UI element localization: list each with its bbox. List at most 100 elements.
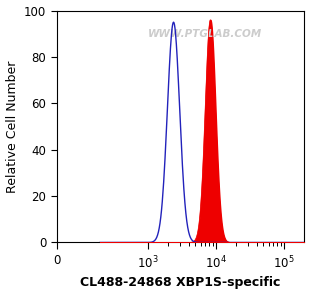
- Point: [294, 240, 299, 245]
- Point: [283, 240, 288, 245]
- Point: [290, 240, 295, 245]
- Point: [277, 240, 282, 245]
- Point: [260, 240, 265, 244]
- Point: [289, 240, 294, 245]
- Point: [228, 240, 232, 245]
- Point: [287, 240, 292, 245]
- Point: [188, 240, 193, 245]
- Point: [183, 240, 188, 245]
- Point: [287, 240, 292, 245]
- Point: [273, 240, 278, 245]
- Point: [281, 240, 286, 245]
- Point: [295, 240, 300, 245]
- Point: [231, 240, 236, 244]
- Point: [272, 240, 277, 245]
- Point: [267, 240, 272, 245]
- Point: [247, 240, 252, 244]
- Point: [289, 240, 294, 245]
- Point: [279, 240, 284, 245]
- Point: [227, 240, 232, 245]
- Point: [280, 240, 285, 245]
- Point: [301, 240, 306, 245]
- Point: [209, 240, 214, 245]
- Point: [288, 240, 293, 245]
- Point: [248, 240, 253, 245]
- Point: [285, 240, 290, 245]
- Point: [294, 240, 299, 245]
- Point: [222, 240, 227, 244]
- Point: [226, 240, 231, 244]
- Point: [230, 240, 235, 244]
- Point: [166, 240, 171, 245]
- Point: [300, 240, 305, 245]
- Point: [260, 240, 265, 245]
- Point: [294, 240, 299, 245]
- Point: [269, 240, 274, 245]
- Point: [217, 240, 222, 245]
- Point: [291, 240, 296, 245]
- Point: [298, 240, 303, 245]
- Point: [292, 240, 297, 245]
- Point: [290, 240, 294, 245]
- Point: [269, 240, 274, 245]
- Point: [204, 240, 209, 245]
- Point: [283, 240, 288, 245]
- Point: [253, 240, 258, 245]
- Point: [292, 240, 297, 245]
- Point: [268, 240, 273, 245]
- Point: [272, 240, 277, 244]
- Point: [295, 240, 300, 245]
- Point: [263, 240, 268, 245]
- Point: [250, 240, 255, 245]
- Point: [251, 240, 256, 244]
- Point: [221, 240, 226, 245]
- Point: [274, 240, 279, 245]
- Point: [193, 240, 198, 245]
- Point: [283, 240, 288, 245]
- Point: [269, 240, 274, 245]
- Point: [259, 240, 264, 244]
- Point: [285, 240, 290, 245]
- Point: [297, 240, 302, 244]
- Point: [239, 240, 244, 245]
- Point: [294, 240, 299, 245]
- Point: [130, 240, 135, 245]
- Point: [263, 240, 268, 245]
- Point: [279, 240, 284, 245]
- Point: [288, 240, 293, 245]
- Point: [290, 240, 295, 245]
- Point: [255, 240, 260, 244]
- Point: [297, 240, 302, 245]
- Point: [266, 240, 271, 245]
- Point: [299, 240, 304, 244]
- Point: [295, 240, 300, 245]
- Point: [287, 240, 292, 245]
- Point: [277, 240, 282, 245]
- Point: [250, 240, 255, 245]
- Point: [283, 240, 288, 245]
- Point: [288, 240, 293, 245]
- Point: [294, 240, 299, 245]
- Point: [273, 240, 278, 245]
- Point: [274, 240, 279, 245]
- Point: [239, 240, 244, 245]
- Point: [264, 240, 268, 245]
- Point: [281, 240, 286, 245]
- Point: [198, 240, 203, 245]
- Point: [299, 240, 304, 245]
- Point: [268, 240, 273, 245]
- Point: [278, 240, 283, 245]
- Point: [287, 240, 292, 245]
- Point: [280, 240, 285, 245]
- Point: [244, 240, 249, 245]
- Point: [260, 240, 265, 245]
- Point: [242, 240, 247, 245]
- Point: [299, 240, 304, 245]
- Point: [264, 240, 268, 245]
- Point: [274, 240, 279, 244]
- Point: [300, 240, 305, 245]
- Point: [249, 240, 254, 245]
- Point: [249, 240, 254, 244]
- Point: [299, 240, 303, 245]
- Point: [246, 240, 251, 245]
